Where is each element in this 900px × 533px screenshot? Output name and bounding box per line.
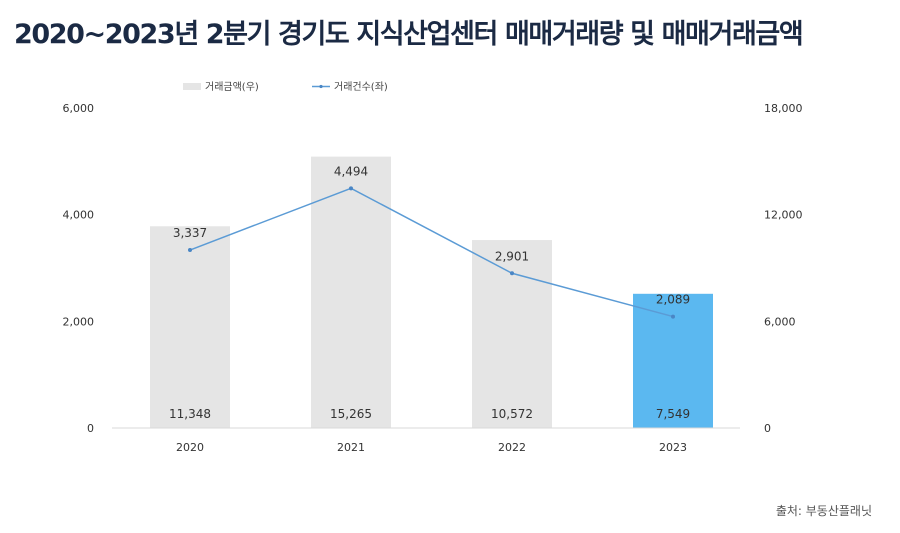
left-axis-tick-label: 0 (87, 422, 94, 435)
bar-2022 (472, 240, 552, 428)
line-value-label: 2,089 (656, 293, 690, 307)
line-point-2020 (188, 248, 192, 253)
line-value-label: 2,901 (495, 249, 529, 263)
left-axis-tick-label: 6,000 (63, 102, 95, 115)
line-value-label: 3,337 (173, 226, 207, 240)
source-note: 출처: 부동산플래닛 (775, 504, 872, 518)
line-point-2021 (349, 186, 353, 191)
left-axis-tick-label: 2,000 (63, 315, 95, 328)
legend-label-bar: 거래금액(우) (205, 81, 259, 93)
line-point-2023 (671, 314, 675, 319)
bar-2020 (150, 226, 230, 428)
legend-label-line: 거래건수(좌) (334, 81, 388, 93)
bar-2021 (311, 156, 391, 428)
bar-value-label: 7,549 (656, 407, 690, 421)
line-series-transactions (189, 187, 674, 318)
bar-value-label: 10,572 (491, 407, 533, 421)
x-tick-label: 2020 (176, 441, 204, 454)
left-axis-tick-label: 4,000 (63, 209, 95, 222)
bar-value-label: 15,265 (330, 407, 372, 421)
x-tick-label: 2022 (498, 441, 526, 454)
x-tick-label: 2021 (337, 441, 365, 454)
bar-value-label: 11,348 (169, 407, 211, 421)
right-axis-tick-label: 18,000 (764, 102, 803, 115)
right-axis-tick-label: 6,000 (764, 315, 796, 328)
x-tick-label: 2023 (659, 441, 687, 454)
right-axis-tick-label: 0 (764, 422, 771, 435)
legend-swatch-bar (183, 83, 201, 90)
line-point-2022 (510, 271, 514, 276)
right-axis-tick-label: 12,000 (764, 209, 803, 222)
chart-title: 2020~2023년 2분기 경기도 지식산업센터 매매거래량 및 매매거래금액 (14, 19, 804, 50)
line-value-label: 4,494 (334, 164, 368, 178)
legend-swatch-marker (319, 84, 323, 89)
